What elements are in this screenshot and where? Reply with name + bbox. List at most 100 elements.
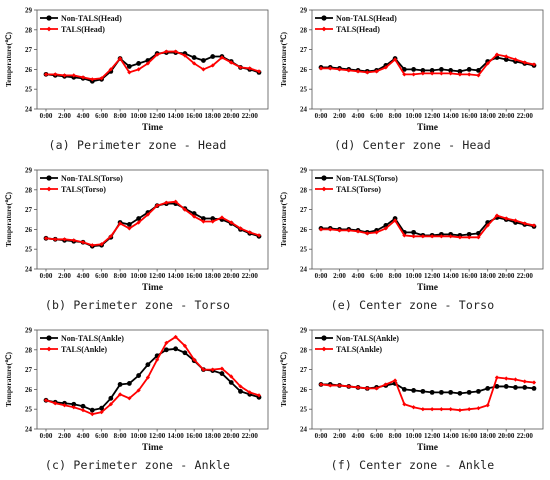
y-tick-label: 24 (25, 266, 33, 274)
legend-label: Non-TALS(Head) (336, 14, 397, 23)
y-tick-label: 26 (25, 226, 33, 234)
data-point (430, 407, 435, 412)
data-point (256, 233, 262, 238)
data-point (402, 72, 407, 77)
data-point (71, 73, 76, 78)
data-point (229, 220, 234, 225)
data-point (80, 240, 86, 245)
legend-marker (46, 175, 52, 181)
x-axis-title: Time (142, 443, 163, 453)
data-point (99, 405, 104, 411)
data-point (238, 388, 243, 394)
data-point (108, 67, 113, 72)
x-tick-label: 22:00 (517, 272, 534, 280)
data-point (247, 390, 252, 395)
x-tick-label: 4:00 (352, 272, 365, 280)
plot-area (36, 329, 269, 430)
data-point (467, 72, 472, 77)
x-tick-label: 10:00 (405, 432, 422, 440)
data-point (485, 223, 490, 228)
data-point (411, 405, 416, 410)
data-point (411, 67, 417, 72)
data-point (210, 63, 215, 68)
data-point (219, 55, 225, 60)
data-point (80, 408, 86, 413)
data-point (238, 65, 243, 70)
x-tick-label: 20:00 (223, 272, 240, 280)
legend-label: TALS(Torso) (336, 185, 381, 194)
line-chart: 24 25 26 27 28 29 0:00 2:00 4:00 6:00 8:00 10:00 12:… (279, 7, 544, 133)
y-tick-label: 25 (25, 86, 33, 94)
data-point (476, 406, 481, 411)
y-tick-label: 29 (300, 327, 308, 335)
data-point (328, 227, 333, 232)
y-tick-label: 28 (300, 186, 308, 194)
data-point (71, 238, 76, 243)
x-tick-label: 6:00 (95, 272, 108, 280)
plot-area (311, 169, 544, 270)
data-point (256, 69, 262, 74)
data-point (164, 340, 169, 345)
y-tick-label: 27 (25, 206, 33, 214)
data-point (504, 376, 509, 381)
x-tick-label: 18:00 (480, 432, 497, 440)
series-line-0 (321, 56, 535, 73)
legend-label: TALS(Head) (336, 25, 380, 34)
data-point (145, 61, 150, 66)
data-point (164, 49, 169, 54)
data-point (402, 402, 407, 407)
data-point (173, 346, 179, 352)
plot-area (36, 169, 269, 270)
x-tick-label: 12:00 (149, 112, 166, 120)
data-point (247, 230, 252, 235)
x-tick-label: 8:00 (114, 272, 127, 280)
data-point (504, 216, 509, 221)
x-axis-title: Time (142, 283, 163, 293)
x-tick-label: 6:00 (370, 432, 383, 440)
x-tick-label: 6:00 (370, 112, 383, 120)
x-tick-label: 20:00 (498, 112, 515, 120)
data-point (173, 49, 178, 54)
data-point (108, 234, 113, 239)
data-point (145, 212, 150, 217)
x-tick-label: 2:00 (333, 432, 346, 440)
y-axis-title: Temperature(℃) (279, 351, 288, 407)
data-point (117, 221, 123, 226)
data-point (53, 237, 58, 242)
data-point (448, 71, 453, 76)
x-axis-title: Time (417, 123, 438, 133)
data-point (531, 62, 537, 67)
chart-panel: 24 25 26 27 28 29 0:00 2:00 4:00 6:00 8:00 10:00 12:… (0, 320, 275, 480)
data-point (513, 57, 518, 62)
data-point (53, 401, 58, 406)
line-chart: 24 25 26 27 28 29 0:00 2:00 4:00 6:00 8:00 10:00 12:… (4, 327, 269, 453)
x-tick-label: 0:00 (315, 112, 328, 120)
x-tick-label: 18:00 (205, 112, 222, 120)
data-point (80, 75, 86, 80)
data-point (513, 377, 518, 382)
data-point (318, 382, 324, 387)
y-tick-label: 24 (25, 106, 33, 114)
y-axis-title: Temperature(℃) (279, 191, 288, 247)
data-point (201, 216, 206, 221)
line-chart: 24 25 26 27 28 29 0:00 2:00 4:00 6:00 8:00 10:00 12:… (279, 327, 544, 453)
data-point (485, 386, 491, 391)
chart-caption: (b) Perimeter zone - Torso (44, 298, 231, 312)
x-tick-label: 22:00 (242, 272, 259, 280)
x-tick-label: 20:00 (498, 432, 515, 440)
x-axis-title: Time (142, 123, 163, 133)
data-point (420, 71, 425, 76)
data-point (457, 390, 463, 396)
x-tick-label: 10:00 (130, 112, 147, 120)
data-point (191, 55, 197, 60)
y-tick-label: 26 (25, 66, 33, 74)
data-point (448, 67, 454, 73)
legend-label: TALS(Torso) (61, 185, 106, 194)
data-point (219, 371, 225, 376)
y-tick-label: 26 (300, 226, 308, 234)
y-tick-label: 27 (300, 46, 308, 54)
chart-caption: (d) Center zone - Head (334, 138, 491, 152)
chart-panel: 24 25 26 27 28 29 0:00 2:00 4:00 6:00 8:00 10:00 12:… (0, 160, 275, 320)
data-point (210, 54, 216, 59)
data-point (411, 229, 417, 235)
